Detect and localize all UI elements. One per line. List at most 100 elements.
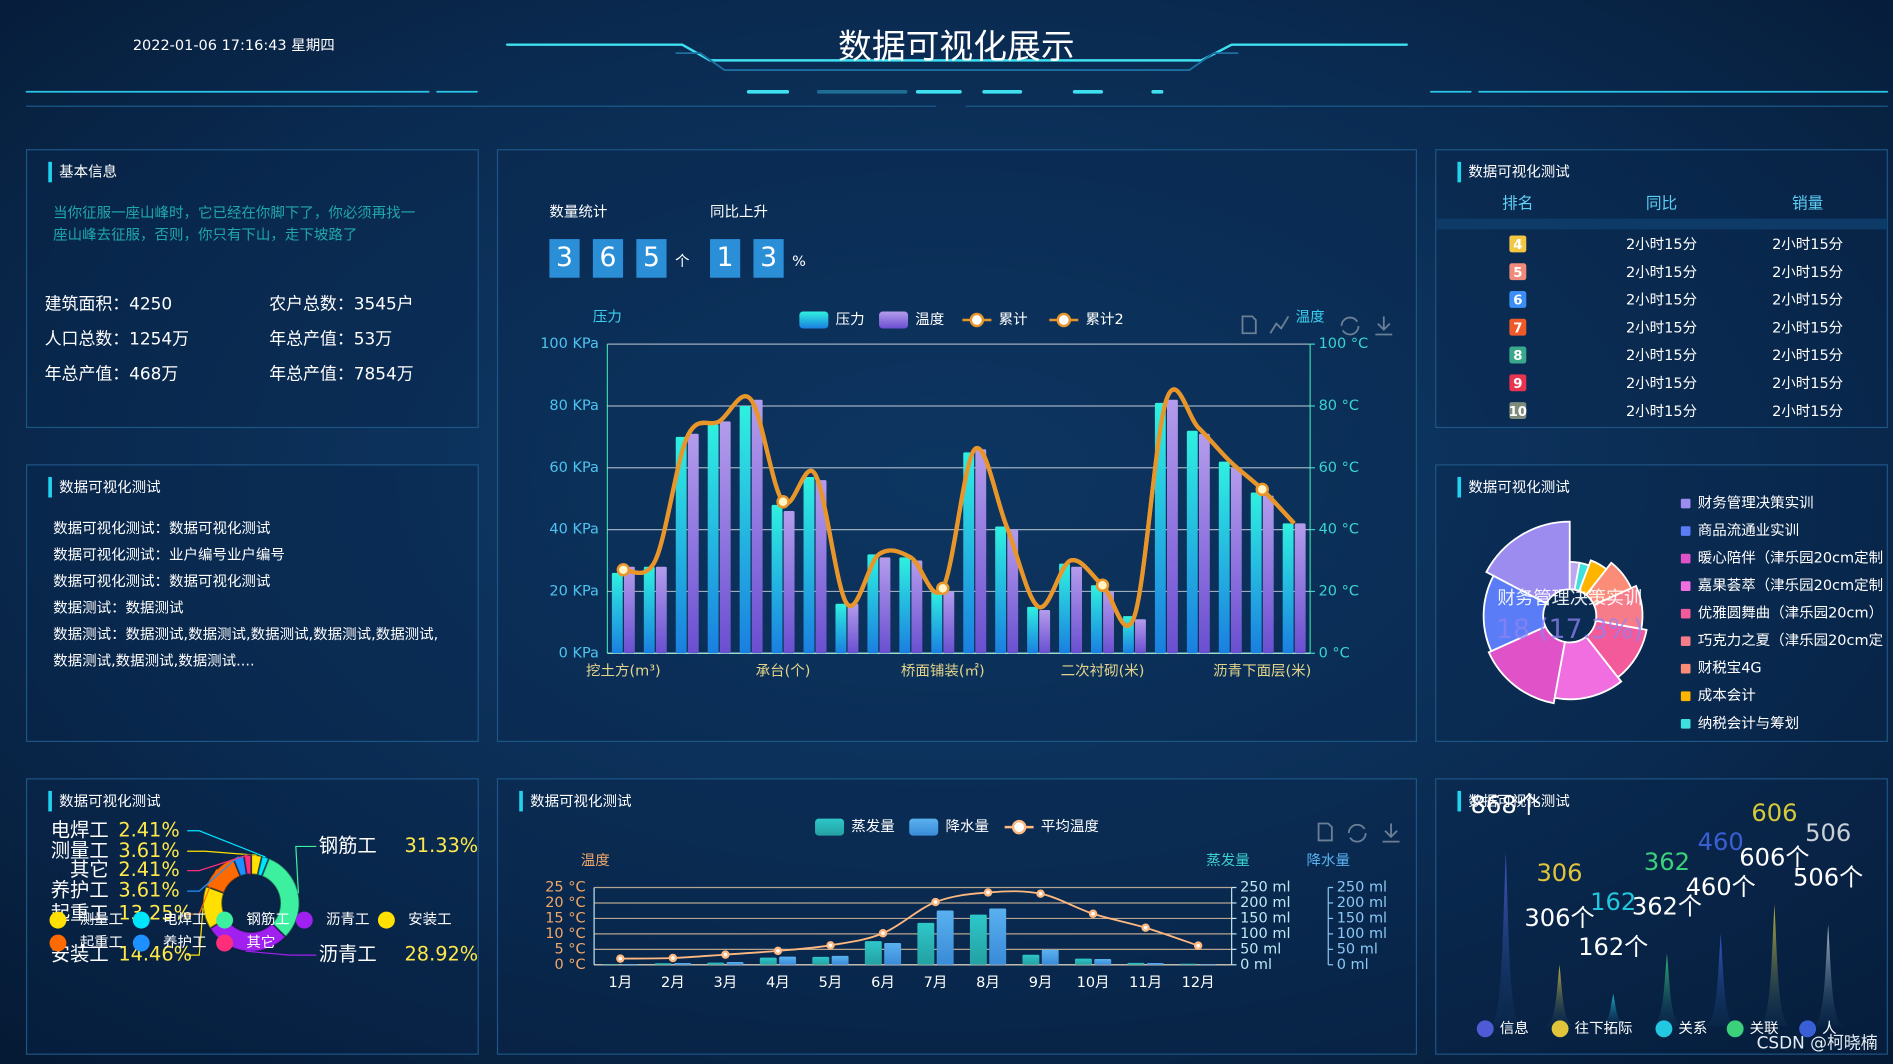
line-point bbox=[776, 495, 790, 509]
label-leader bbox=[187, 856, 239, 892]
bar bbox=[779, 956, 797, 965]
legend-symbol bbox=[1680, 663, 1691, 674]
slice-value-label: 3.61% bbox=[118, 879, 179, 902]
info-line: 数据测试：数据测试,数据测试,数据测试,数据测试,数据测试, bbox=[53, 626, 438, 643]
legend-symbol bbox=[1551, 1020, 1569, 1038]
legend-label: 暖心陪伴（津乐园20cm定制 bbox=[1698, 550, 1883, 567]
digit: 3 bbox=[556, 242, 573, 273]
table-row-band bbox=[1435, 218, 1888, 230]
bar bbox=[751, 399, 763, 654]
bar bbox=[884, 942, 902, 965]
value-number: 460 bbox=[1698, 828, 1744, 856]
bar bbox=[864, 941, 882, 965]
line-point bbox=[773, 946, 783, 956]
table-header: 排名 bbox=[1502, 194, 1533, 213]
title-bar bbox=[1457, 476, 1462, 498]
stat-label: 数量统计 bbox=[549, 204, 607, 221]
table-cell: 2小时15分 bbox=[1626, 319, 1697, 336]
value-number: 506 bbox=[1805, 819, 1851, 847]
legend-symbol bbox=[1680, 636, 1691, 647]
info-item: 农户总数：3545户 bbox=[269, 293, 413, 313]
watermark: CSDN @柯晓楠 bbox=[1757, 1032, 1878, 1052]
x-tick-label: 桥面铺装(㎡) bbox=[901, 662, 985, 679]
x-tick-label: 6月 bbox=[871, 975, 895, 991]
toolbox-icon bbox=[1269, 315, 1290, 334]
legend-symbol bbox=[879, 311, 909, 329]
legend-label: 平均温度 bbox=[1041, 818, 1099, 835]
legend-label: 压力 bbox=[836, 311, 865, 328]
info-line: 数据可视化测试：业户编号业户编号 bbox=[53, 546, 285, 563]
legend-symbol bbox=[1680, 581, 1691, 591]
spike-bar bbox=[1811, 924, 1846, 1027]
line-point bbox=[936, 581, 950, 595]
center-name: 财务管理决策实训 bbox=[1497, 588, 1642, 609]
digit: 6 bbox=[600, 242, 617, 273]
y-tick-label: 20 KPa bbox=[549, 583, 599, 599]
info-item: 人口总数：1254万 bbox=[45, 328, 189, 348]
legend-label: 财务管理决策实训 bbox=[1698, 495, 1814, 512]
rank-badge bbox=[1509, 291, 1527, 308]
rank-badge bbox=[1509, 263, 1527, 281]
legend-symbol bbox=[1056, 312, 1072, 328]
bar bbox=[835, 603, 847, 654]
legend-label: 养护工 bbox=[163, 934, 206, 951]
info-line: 数据可视化测试：数据可视化测试 bbox=[53, 573, 270, 590]
y3-tick-label: 250 ml bbox=[1337, 880, 1387, 896]
y-tick-label: 5 °C bbox=[554, 941, 585, 957]
slice-label: 电焊工 bbox=[51, 818, 109, 841]
title-bar bbox=[48, 790, 52, 812]
spike-bar bbox=[1757, 904, 1792, 1027]
spike-bar bbox=[1703, 933, 1738, 1027]
datetime: 2022-01-06 17:16:43 星期四 bbox=[133, 37, 335, 54]
title-bar bbox=[48, 476, 52, 498]
bar bbox=[803, 477, 815, 654]
bar bbox=[1146, 962, 1164, 965]
panel: 数据可视化测试数据可视化测试：数据可视化测试数据可视化测试：业户编号业户编号数据… bbox=[48, 476, 438, 670]
center-value: 18 (17.3%) bbox=[1496, 614, 1643, 645]
bar bbox=[995, 526, 1007, 654]
bar bbox=[1059, 563, 1070, 654]
legend-symbol bbox=[1655, 1020, 1673, 1038]
bar bbox=[1166, 399, 1178, 654]
canvas: 2022-01-06 17:16:43 星期四 数据可视化展示 基本信息当你征服… bbox=[25, 27, 1889, 1055]
legend-symbol bbox=[49, 934, 67, 952]
bar bbox=[911, 560, 923, 654]
pie-slice bbox=[1482, 574, 1548, 653]
legend-label: 往下拓际 bbox=[1575, 1020, 1633, 1037]
pie-slice bbox=[1553, 635, 1623, 701]
y2-tick-label: 150 ml bbox=[1240, 910, 1290, 926]
line-point bbox=[616, 563, 630, 577]
bar bbox=[963, 452, 975, 654]
bar bbox=[1041, 949, 1059, 965]
y2-tick-label: 60 °C bbox=[1319, 460, 1359, 476]
pie-slice bbox=[1485, 520, 1571, 605]
table-cell: 2小时15分 bbox=[1772, 236, 1843, 253]
bar bbox=[707, 424, 719, 654]
legend-symbol bbox=[1680, 608, 1691, 619]
rank-number: 5 bbox=[1513, 266, 1522, 281]
bar bbox=[943, 591, 955, 654]
bar bbox=[1250, 492, 1262, 654]
toolbox-icon bbox=[1382, 823, 1400, 843]
legend-label: 成本会计 bbox=[1698, 687, 1756, 704]
slice-label: 钢筋工 bbox=[319, 834, 377, 857]
bar bbox=[655, 566, 667, 654]
legend-symbol bbox=[1680, 498, 1691, 509]
pie-slice bbox=[1487, 625, 1567, 705]
bar bbox=[1071, 566, 1083, 654]
legend-label: 巧克力之夏（津乐园20cm定 bbox=[1698, 632, 1883, 649]
digit-unit: % bbox=[792, 254, 806, 270]
bar bbox=[1022, 954, 1040, 965]
title-bar bbox=[1457, 161, 1462, 183]
bar bbox=[812, 956, 830, 965]
info-item: 建筑面积：4250 bbox=[45, 293, 172, 313]
value-label: 362个 bbox=[1632, 893, 1702, 921]
rank-badge bbox=[1509, 235, 1527, 253]
bar bbox=[611, 572, 623, 654]
legend-label: 信息 bbox=[1500, 1020, 1529, 1037]
line-point bbox=[721, 950, 730, 959]
x-tick-label: 10月 bbox=[1077, 975, 1110, 991]
